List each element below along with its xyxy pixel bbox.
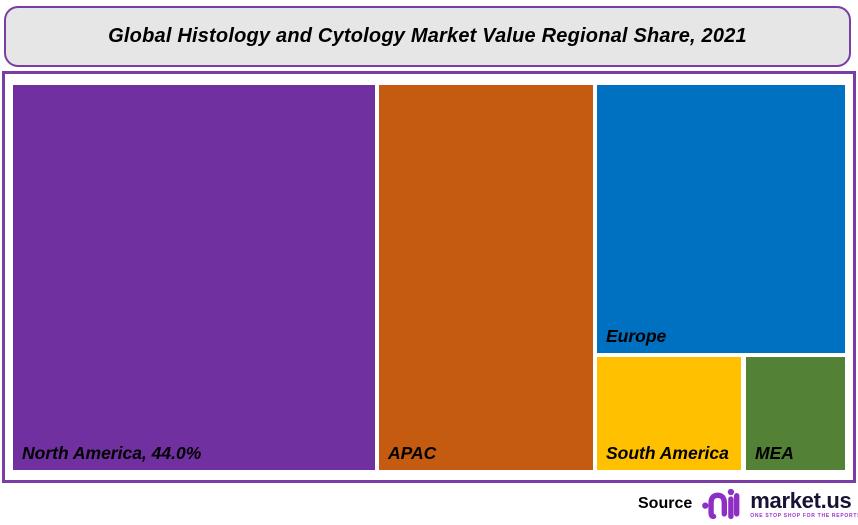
treemap-tile-south-america[interactable]: South America (597, 357, 741, 470)
market-us-brand-text: market.us (750, 487, 852, 513)
treemap-tile-apac[interactable]: APAC (379, 85, 593, 470)
chart-title: Global Histology and Cytology Market Val… (108, 25, 747, 47)
market-us-brand-block[interactable]: market.us ONE STOP SHOP FOR THE REPORTS (750, 487, 858, 519)
market-us-tagline: ONE STOP SHOP FOR THE REPORTS (750, 512, 858, 519)
treemap-tile-north-america[interactable]: North America, 44.0% (13, 85, 375, 470)
source-attribution: Source market.us ONE STOP SHOP FOR THE R… (638, 486, 858, 522)
treemap-tile-mea[interactable]: MEA (746, 357, 845, 470)
tile-label-south-america: South America (606, 443, 729, 463)
chart-title-box: Global Histology and Cytology Market Val… (4, 6, 851, 67)
tile-label-apac: APAC (388, 443, 437, 463)
treemap-frame: North America, 44.0% APAC Europe South A… (2, 71, 856, 483)
tile-label-mea: MEA (755, 443, 794, 463)
tile-label-north-america: North America, 44.0% (22, 443, 202, 463)
source-label: Source (638, 495, 693, 512)
treemap-tile-europe[interactable]: Europe (597, 85, 845, 353)
market-us-logo-icon[interactable] (702, 486, 740, 522)
tile-label-europe: Europe (606, 326, 667, 346)
